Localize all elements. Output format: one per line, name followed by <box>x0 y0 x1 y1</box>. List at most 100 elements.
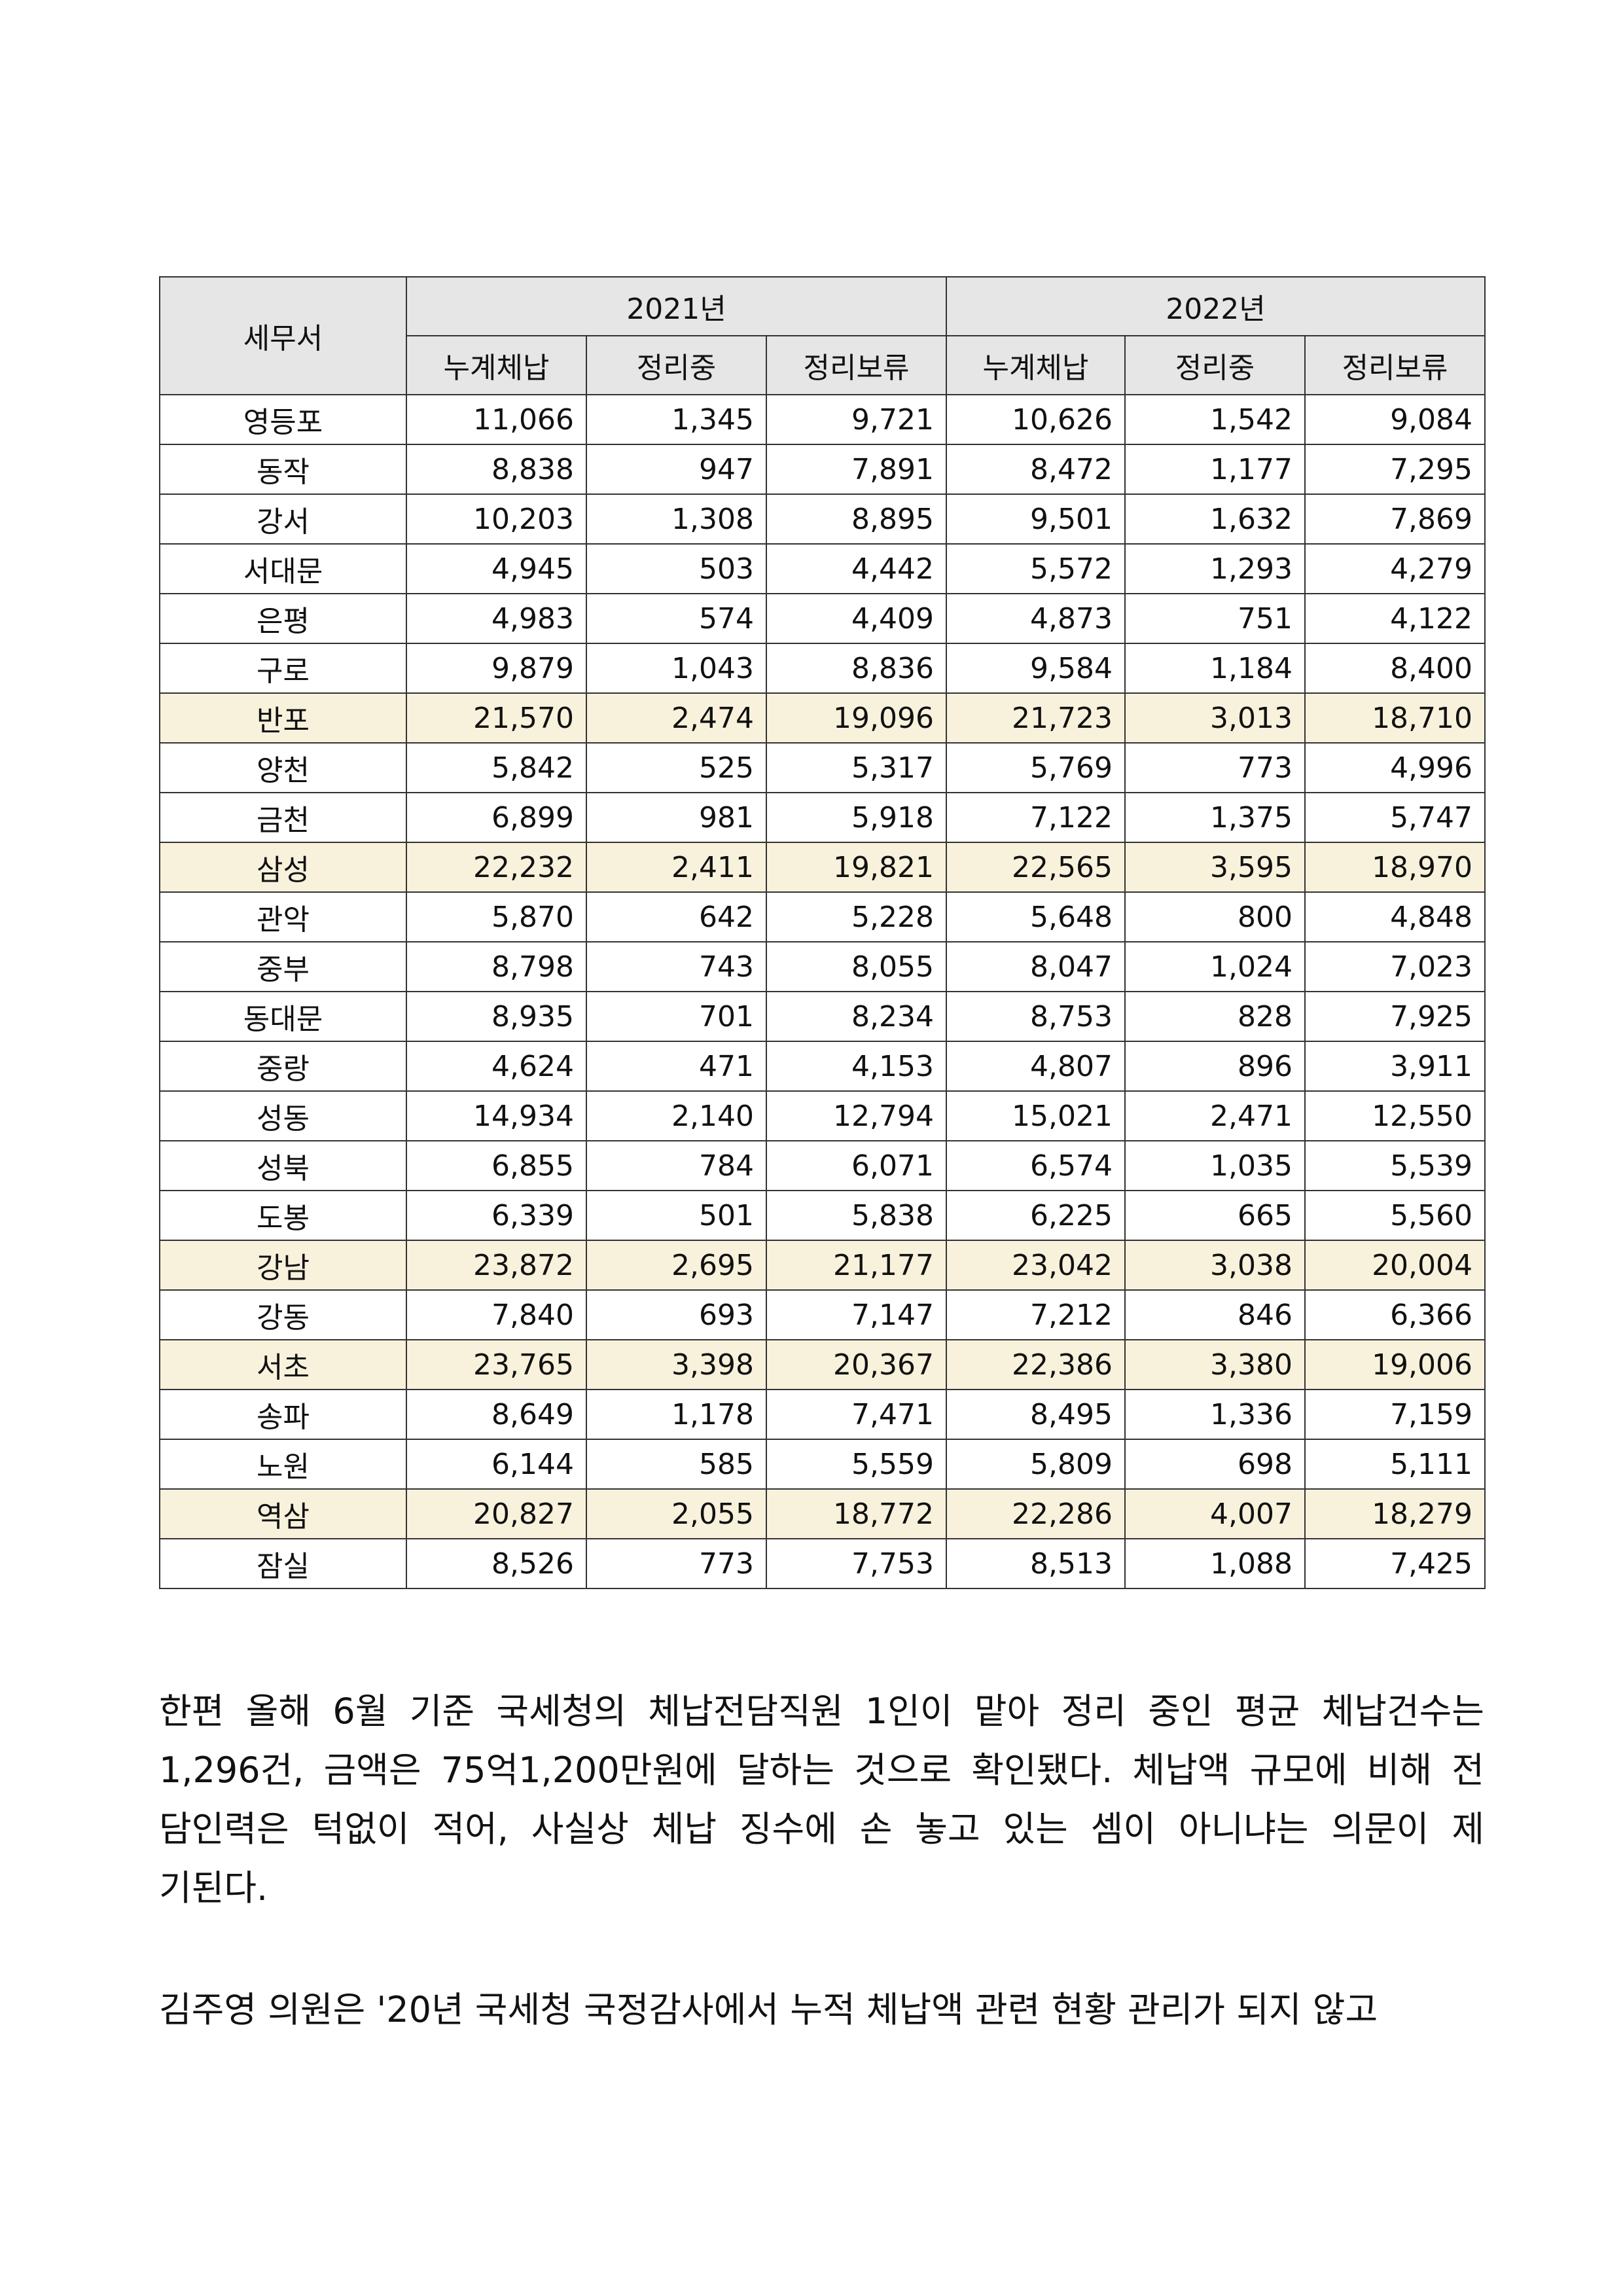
value-cell: 5,648 <box>946 891 1126 942</box>
value-cell: 6,225 <box>946 1190 1126 1241</box>
value-cell: 3,911 <box>1304 1041 1486 1092</box>
header-year-2021: 2021년 <box>405 276 948 336</box>
value-cell: 10,203 <box>406 493 587 545</box>
table-row: 구로 9,879 1,043 8,836 9,584 1,184 8,400 <box>159 643 1486 694</box>
value-cell: 6,339 <box>406 1190 587 1241</box>
table-row: 역삼 20,827 2,055 18,772 22,286 4,007 18,279 <box>159 1488 1486 1539</box>
value-cell: 23,765 <box>406 1339 587 1390</box>
office-name: 은평 <box>159 593 407 644</box>
value-cell: 5,111 <box>1304 1439 1486 1490</box>
value-cell: 9,879 <box>406 643 587 694</box>
office-name: 노원 <box>159 1439 407 1490</box>
value-cell: 4,153 <box>765 1041 948 1092</box>
value-cell: 11,066 <box>406 394 587 445</box>
value-cell: 5,838 <box>765 1190 948 1241</box>
office-name: 동작 <box>159 444 407 495</box>
paragraph-line: 담인력은 턱없이 적어, 사실상 체납 징수에 손 놓고 있는 셈이 아니냐는 … <box>159 1808 1484 1850</box>
office-name: 양천 <box>159 742 407 793</box>
value-cell: 1,178 <box>586 1389 767 1440</box>
value-cell: 5,317 <box>765 742 948 793</box>
value-cell: 3,595 <box>1124 842 1306 893</box>
office-name: 관악 <box>159 891 407 942</box>
value-cell: 8,513 <box>946 1538 1126 1589</box>
value-cell: 18,710 <box>1304 692 1486 744</box>
office-name: 성북 <box>159 1140 407 1191</box>
value-cell: 4,007 <box>1124 1488 1306 1539</box>
value-cell: 2,411 <box>586 842 767 893</box>
value-cell: 2,055 <box>586 1488 767 1539</box>
office-name: 동대문 <box>159 991 407 1042</box>
value-cell: 19,096 <box>765 692 948 744</box>
paragraph-staffing: 한편 올해 6월 기준 국세청의 체납전담직원 1인이 맡아 정리 중인 평균 … <box>159 1682 1484 1918</box>
office-name: 구로 <box>159 643 407 694</box>
value-cell: 2,695 <box>586 1240 767 1291</box>
office-name: 금천 <box>159 792 407 843</box>
value-cell: 22,565 <box>946 842 1126 893</box>
value-cell: 7,212 <box>946 1289 1126 1340</box>
header-subcolumn: 정리보류 <box>1304 335 1486 395</box>
table-row: 동작 8,838 947 7,891 8,472 1,177 7,295 <box>159 444 1486 495</box>
value-cell: 20,004 <box>1304 1240 1486 1291</box>
value-cell: 5,870 <box>406 891 587 942</box>
value-cell: 5,572 <box>946 543 1126 594</box>
value-cell: 6,899 <box>406 792 587 843</box>
value-cell: 5,559 <box>765 1439 948 1490</box>
value-cell: 8,400 <box>1304 643 1486 694</box>
paragraph-line: 기된다. <box>159 1867 268 1909</box>
table-row: 관악 5,870 642 5,228 5,648 800 4,848 <box>159 891 1486 942</box>
value-cell: 1,035 <box>1124 1140 1306 1191</box>
value-cell: 642 <box>586 891 767 942</box>
value-cell: 800 <box>1124 891 1306 942</box>
value-cell: 1,308 <box>586 493 767 545</box>
value-cell: 743 <box>586 941 767 992</box>
value-cell: 12,794 <box>765 1090 948 1141</box>
table-row: 강남 23,872 2,695 21,177 23,042 3,038 20,004 <box>159 1240 1486 1291</box>
header-subcolumn: 정리보류 <box>765 335 948 395</box>
table-row: 양천 5,842 525 5,317 5,769 773 4,996 <box>159 742 1486 793</box>
value-cell: 18,970 <box>1304 842 1486 893</box>
office-name: 성동 <box>159 1090 407 1141</box>
header-subcolumn: 정리중 <box>1124 335 1306 395</box>
value-cell: 21,570 <box>406 692 587 744</box>
value-cell: 7,471 <box>765 1389 948 1440</box>
office-name: 강동 <box>159 1289 407 1340</box>
value-cell: 4,807 <box>946 1041 1126 1092</box>
table-body: 영등포 11,066 1,345 9,721 10,626 1,542 9,084 동작 8,8… <box>159 394 1486 1589</box>
office-name: 송파 <box>159 1389 407 1440</box>
office-name: 역삼 <box>159 1488 407 1539</box>
office-name: 중랑 <box>159 1041 407 1092</box>
header-subcolumn: 정리중 <box>586 335 767 395</box>
value-cell: 8,047 <box>946 941 1126 992</box>
value-cell: 5,228 <box>765 891 948 942</box>
value-cell: 22,286 <box>946 1488 1126 1539</box>
value-cell: 574 <box>586 593 767 644</box>
value-cell: 3,380 <box>1124 1339 1306 1390</box>
table-row: 서초 23,765 3,398 20,367 22,386 3,380 19,006 <box>159 1339 1486 1390</box>
value-cell: 4,983 <box>406 593 587 644</box>
value-cell: 12,550 <box>1304 1090 1486 1141</box>
value-cell: 4,442 <box>765 543 948 594</box>
office-name: 서초 <box>159 1339 407 1390</box>
value-cell: 1,024 <box>1124 941 1306 992</box>
value-cell: 8,838 <box>406 444 587 495</box>
value-cell: 8,798 <box>406 941 587 992</box>
table-row: 반포 21,570 2,474 19,096 21,723 3,013 18,710 <box>159 692 1486 744</box>
office-name: 강남 <box>159 1240 407 1291</box>
value-cell: 22,232 <box>406 842 587 893</box>
value-cell: 1,336 <box>1124 1389 1306 1440</box>
header-subcolumn: 누계체납 <box>406 335 587 395</box>
office-name: 삼성 <box>159 842 407 893</box>
value-cell: 773 <box>586 1538 767 1589</box>
value-cell: 503 <box>586 543 767 594</box>
office-name: 영등포 <box>159 394 407 445</box>
paragraph-line: 한편 올해 6월 기준 국세청의 체납전담직원 1인이 맡아 정리 중인 평균 … <box>159 1691 1484 1732</box>
value-cell: 5,560 <box>1304 1190 1486 1241</box>
value-cell: 846 <box>1124 1289 1306 1340</box>
value-cell: 1,088 <box>1124 1538 1306 1589</box>
value-cell: 6,855 <box>406 1140 587 1191</box>
value-cell: 19,006 <box>1304 1339 1486 1390</box>
value-cell: 7,023 <box>1304 941 1486 992</box>
value-cell: 23,042 <box>946 1240 1126 1291</box>
value-cell: 8,495 <box>946 1389 1126 1440</box>
value-cell: 896 <box>1124 1041 1306 1092</box>
